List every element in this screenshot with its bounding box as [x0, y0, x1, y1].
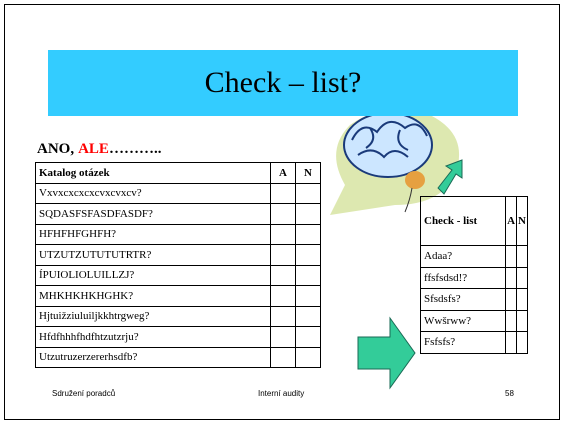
question-cell: Hjtuižziuluiljkkhtrgweg?	[35, 305, 271, 327]
main-table: Katalog otázek A N Vxvxcxcxcxcvxcvxcv? SQDAS…	[35, 162, 321, 368]
question-cell: Fsfsfs?	[419, 331, 507, 354]
check-cell	[270, 305, 296, 327]
check-cell	[270, 203, 296, 225]
table-row: Vxvxcxcxcxcvxcvxcv?	[35, 182, 321, 204]
header-row: Check - list A N	[419, 196, 528, 246]
table-row: Fsfsfs?	[419, 331, 528, 354]
check-cell	[295, 223, 321, 245]
page-number: 58	[505, 389, 514, 398]
question-cell: MHKHKHKHGHK?	[35, 285, 271, 307]
table-row: UTZUTZUTUTUTRTR?	[35, 244, 321, 266]
check-cell	[295, 244, 321, 266]
check-cell	[270, 244, 296, 266]
check-cell	[270, 264, 296, 286]
check-cell	[516, 331, 528, 354]
question-cell: Utzutruzerzererhsdfb?	[35, 346, 271, 368]
subtitle-part: ANO,	[37, 141, 75, 157]
big-arrow	[357, 316, 416, 390]
check-cell	[505, 288, 518, 311]
table-row: ffsfsdsd!?	[419, 266, 528, 289]
header-cell: A	[505, 196, 518, 246]
question-cell: Hfdfhhhfhdfhtzutzrju?	[35, 326, 271, 348]
check-cell	[516, 309, 528, 332]
subtitle-highlight: ALE	[78, 141, 109, 157]
check-cell	[295, 264, 321, 286]
check-cell	[295, 326, 321, 348]
question-cell: HFHFHFGHFH?	[35, 223, 271, 245]
question-cell: ffsfsdsd!?	[419, 266, 507, 289]
slide-frame	[4, 4, 560, 420]
small-arrow	[437, 159, 463, 195]
check-cell	[270, 326, 296, 348]
table-row: Wwšrww?	[419, 309, 528, 332]
question-cell: SQDASFSFASDFASDF?	[35, 203, 271, 225]
header-cell: A	[270, 162, 296, 184]
check-cell	[270, 285, 296, 307]
header-cell: N	[516, 196, 528, 246]
brain-folds	[351, 121, 428, 159]
check-cell	[295, 305, 321, 327]
check-cell	[295, 285, 321, 307]
header-cell: Katalog otázek	[35, 162, 271, 184]
question-cell: UTZUTZUTUTUTRTR?	[35, 244, 271, 266]
check-cell	[505, 309, 518, 332]
table-row: Hfdfhhhfhdfhtzutzrju?	[35, 326, 321, 348]
question-cell: Sfsdsfs?	[419, 288, 507, 311]
check-cell	[270, 223, 296, 245]
footer-center: Interní audity	[258, 389, 305, 398]
brain-stem	[405, 171, 425, 189]
header-cell: N	[295, 162, 321, 184]
table-row: MHKHKHKHGHK?	[35, 285, 321, 307]
table-row: Hjtuižziuluiljkkhtrgweg?	[35, 305, 321, 327]
check-cell	[505, 331, 518, 354]
table-row: Adaa?	[419, 245, 528, 268]
header-row: Katalog otázek A N	[35, 162, 321, 184]
check-cell	[516, 245, 528, 268]
table-row: Utzutruzerzererhsdfb?	[35, 346, 321, 368]
header-cell: Check - list	[419, 196, 507, 246]
question-cell: Wwšrww?	[419, 309, 507, 332]
question-cell: Vxvxcxcxcxcvxcvxcv?	[35, 182, 271, 204]
check-cell	[505, 245, 518, 268]
table-row: ÍPUIOLIOLUILLZJ?	[35, 264, 321, 286]
question-cell: ÍPUIOLIOLUILLZJ?	[35, 264, 271, 286]
check-cell	[270, 346, 296, 368]
nerve	[404, 187, 413, 213]
question-cell: Adaa?	[419, 245, 507, 268]
footer-left: Sdružení poradců	[52, 389, 116, 398]
check-cell	[505, 266, 518, 289]
table-row: Sfsdsfs?	[419, 288, 528, 311]
check-cell	[516, 266, 528, 289]
subtitle: ANO, ALE………..	[37, 141, 161, 158]
table-row: HFHFHFGHFH?	[35, 223, 321, 245]
check-cell	[295, 182, 321, 204]
check-cell	[516, 288, 528, 311]
table-row: SQDASFSFASDFASDF?	[35, 203, 321, 225]
subtitle-part: ………..	[108, 141, 162, 157]
check-cell	[295, 203, 321, 225]
slide-title: Check – list?	[48, 50, 518, 116]
small-table: Check - list A N Adaa? ffsfsdsd!? Sfsdsfs? Wwš…	[419, 196, 528, 354]
check-cell	[295, 346, 321, 368]
check-cell	[270, 182, 296, 204]
